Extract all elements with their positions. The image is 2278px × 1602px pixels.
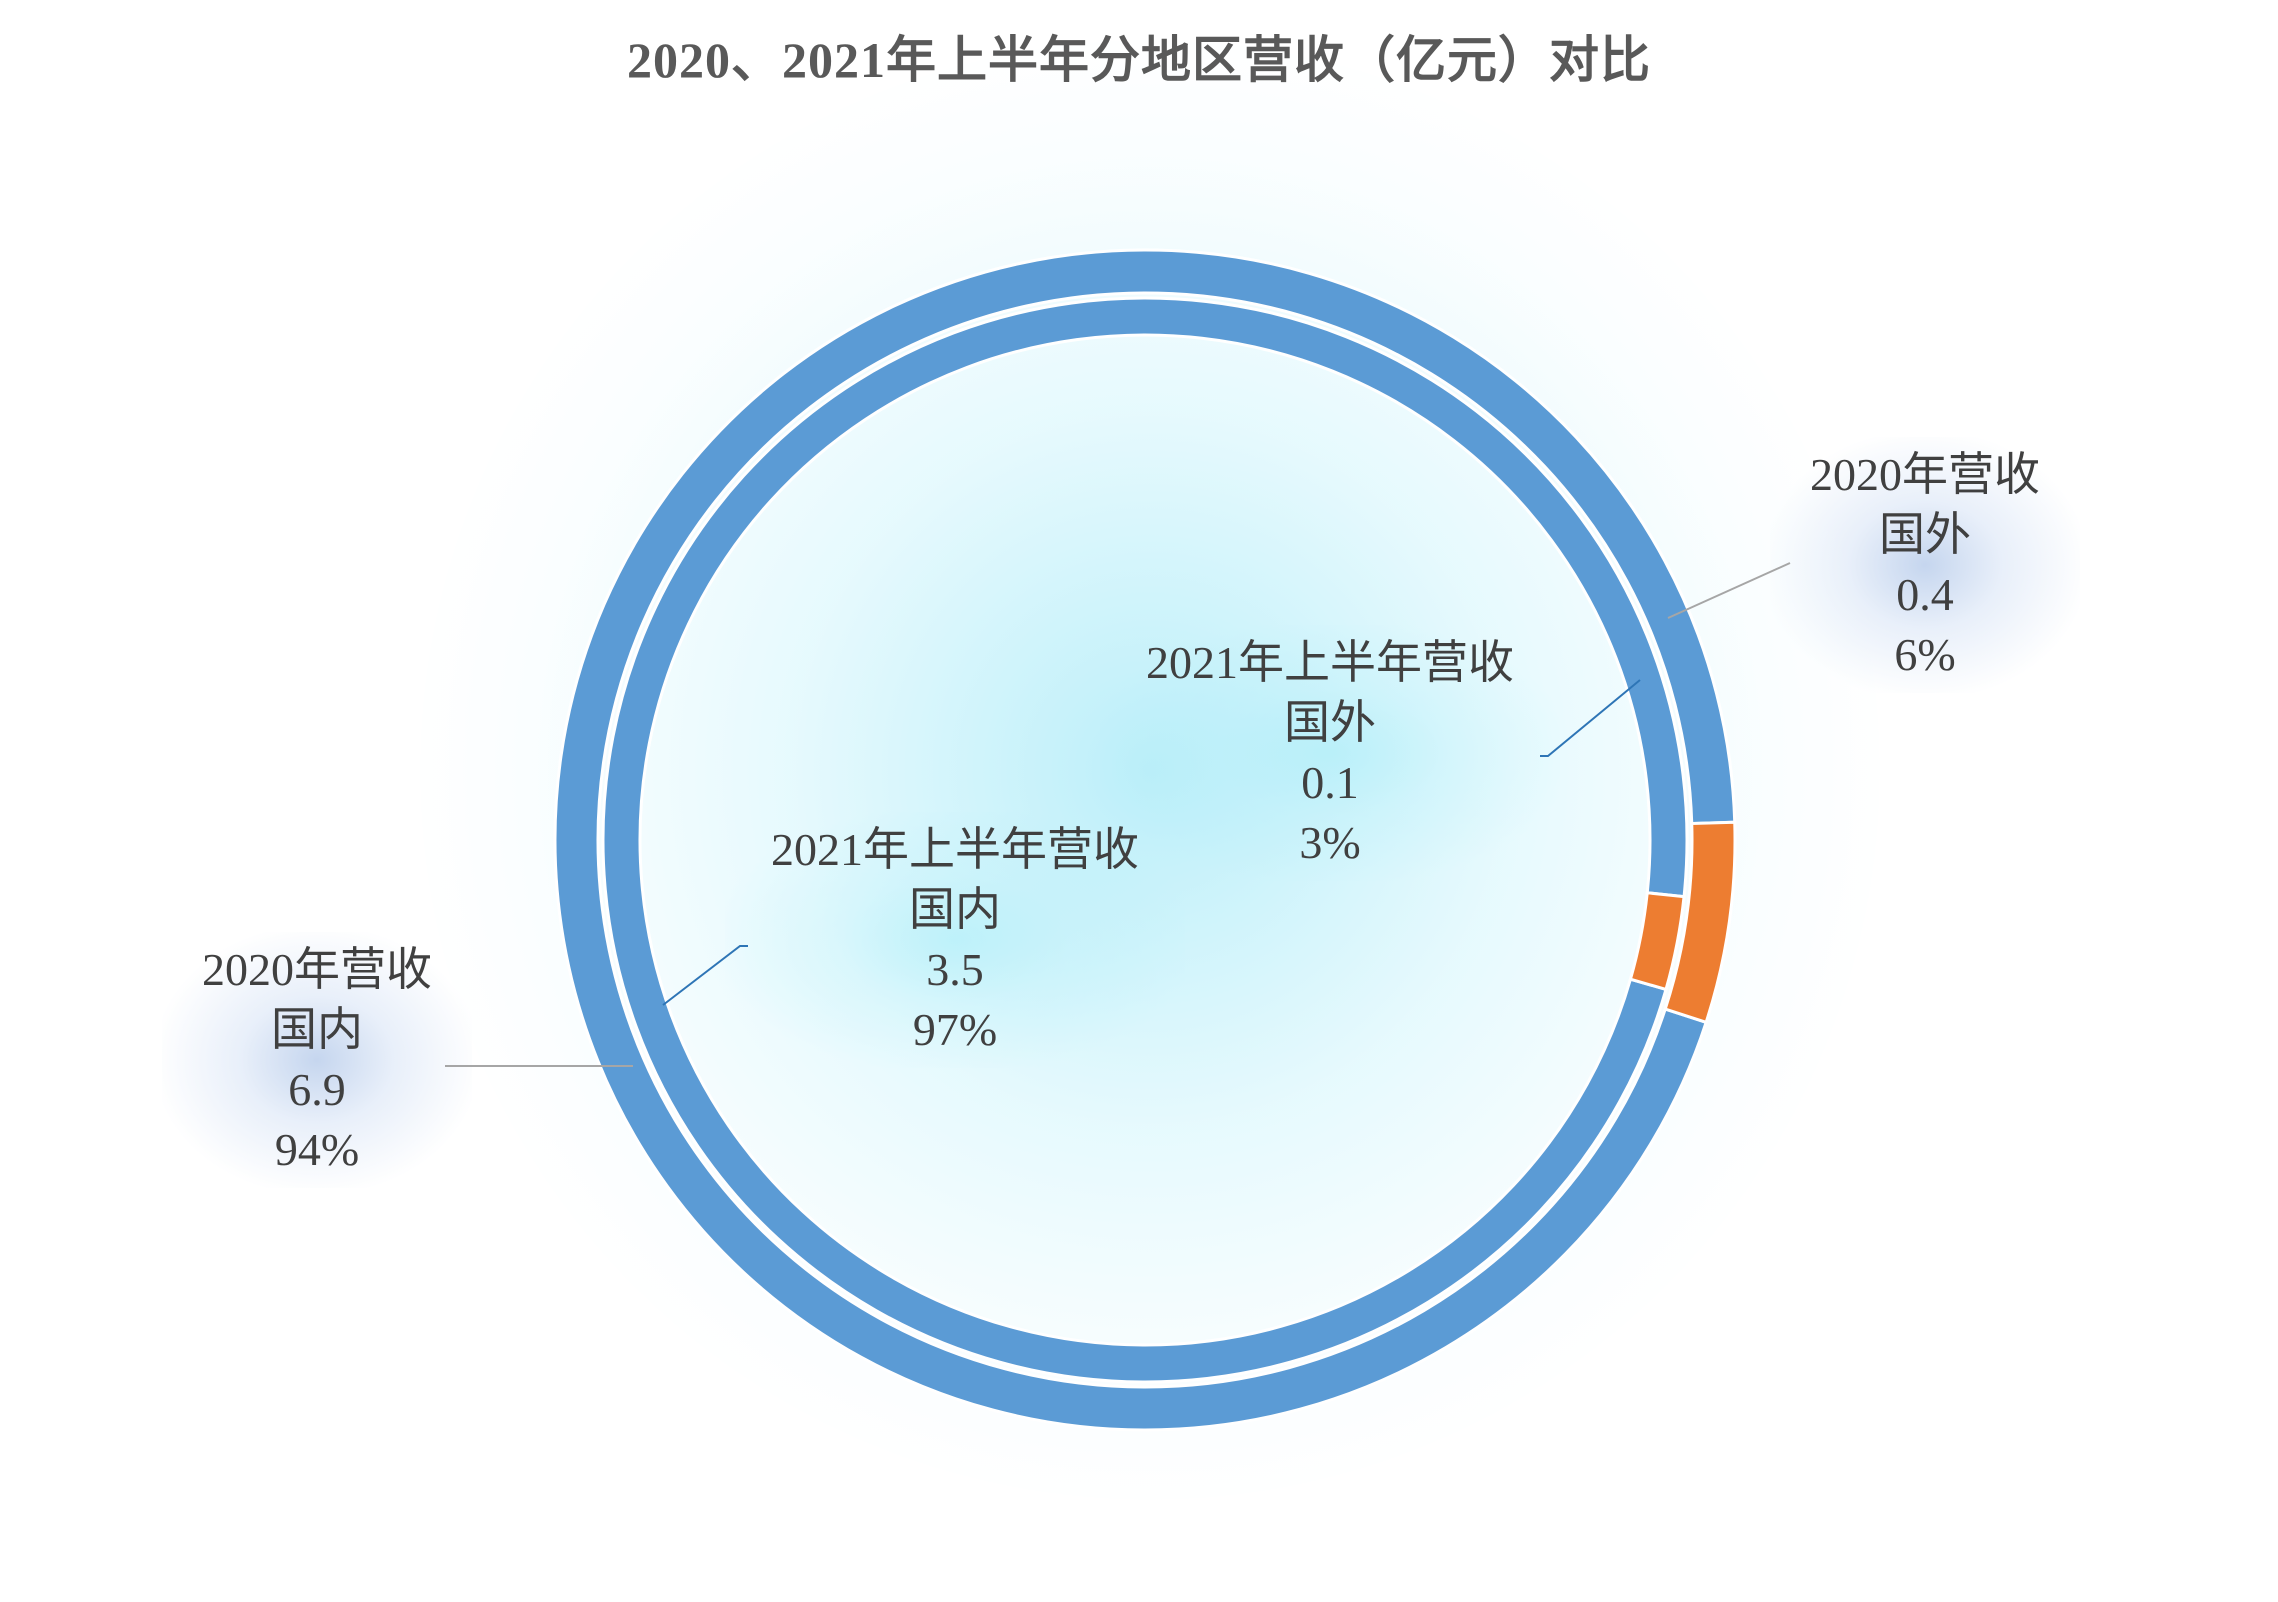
label-percent: 94% <box>274 1124 360 1175</box>
label-value: 0.4 <box>1896 569 1954 620</box>
label-percent: 97% <box>912 1004 998 1055</box>
label-category: 国内 <box>271 1004 363 1055</box>
slice-inner-domestic <box>601 296 1689 1384</box>
label-percent: 6% <box>1894 629 1956 680</box>
data-label-2021h1-domestic: 2021年上半年营收 国内 3.5 97% <box>725 812 1185 1068</box>
leader-line-2020-foreign <box>1667 562 1791 619</box>
label-category: 国内 <box>909 884 1001 935</box>
leader-line-2021h1-foreign <box>1540 679 1641 757</box>
data-label-2020-foreign: 2020年营收 国外 0.4 6% <box>1770 437 2080 693</box>
label-series-name: 2021年上半年营收 <box>1146 637 1514 688</box>
label-value: 0.1 <box>1301 757 1359 808</box>
label-value: 6.9 <box>288 1064 346 1115</box>
label-category: 国外 <box>1879 509 1971 560</box>
label-percent: 3% <box>1299 817 1361 868</box>
leader-line-2021h1-domestic <box>662 945 748 1006</box>
data-label-2020-domestic: 2020年营收 国内 6.9 94% <box>162 932 472 1188</box>
label-category: 国外 <box>1284 697 1376 748</box>
label-series-name: 2020年营收 <box>1810 449 2040 500</box>
label-series-name: 2020年营收 <box>202 944 432 995</box>
slice-outer-foreign <box>1663 820 1737 1025</box>
chart-title: 2020、2021年上半年分地区营收（亿元）对比 <box>627 32 1651 88</box>
label-series-name: 2021年上半年营收 <box>771 824 1139 875</box>
data-label-2021h1-foreign: 2021年上半年营收 国外 0.1 3% <box>1100 625 1560 881</box>
slice-outer-domestic <box>553 248 1737 1432</box>
label-value: 3.5 <box>926 944 984 995</box>
slice-inner-foreign <box>1628 891 1686 992</box>
